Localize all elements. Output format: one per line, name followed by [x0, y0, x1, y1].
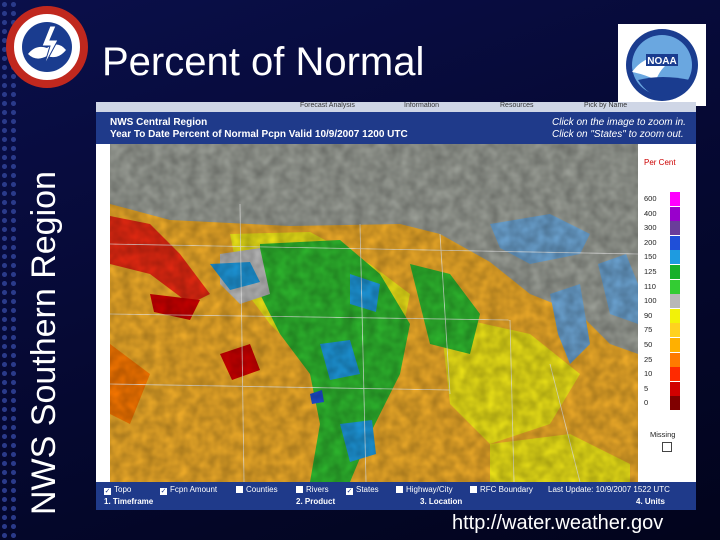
checkbox-rivers[interactable]: Rivers [296, 485, 329, 494]
step-timeframe[interactable]: 1. Timeframe [104, 497, 154, 506]
legend-label: 75 [644, 325, 653, 335]
legend-row: 110 [640, 279, 696, 294]
svg-text:NOAA: NOAA [647, 56, 676, 67]
noaa-logo: NOAA [618, 24, 706, 106]
legend-label: 100 [644, 296, 657, 306]
legend-title: Per Cent [644, 158, 676, 167]
legend-swatch [670, 250, 680, 265]
legend-swatch [670, 235, 680, 250]
legend-label: 5 [644, 383, 649, 393]
tab-information[interactable]: Information [404, 102, 440, 109]
tab-pick-by-name[interactable]: Pick by Name [584, 102, 628, 109]
tab-resources[interactable]: Resources [500, 102, 534, 109]
map-header: NWS Central Region Year To Date Percent … [96, 112, 696, 144]
checkbox-precip-amount[interactable]: ✓ Fcpn Amount [160, 485, 218, 495]
legend-row: 150 [640, 250, 696, 265]
tab-forecast-analysis[interactable]: Forecast Analysis [300, 102, 355, 109]
legend-label: 125 [644, 267, 657, 276]
legend-swatch [670, 265, 680, 279]
legend-row: 600 [640, 192, 696, 206]
legend-row: 75 [640, 323, 696, 338]
legend-label: 25 [644, 354, 653, 364]
region-side-label: NWS Southern Region [25, 171, 63, 515]
map-legend: Per Cent Missing 600 400 300 200 150 125 110 10… [640, 144, 696, 482]
legend-label: 10 [644, 369, 653, 379]
legend-swatch [670, 367, 680, 382]
check-icon: ✓ [104, 488, 111, 495]
step-product[interactable]: 2. Product [296, 497, 336, 506]
legend-swatch [670, 338, 680, 352]
legend-missing-label: Missing [650, 430, 676, 439]
legend-label: 200 [644, 237, 657, 247]
page-title: Percent of Normal [102, 40, 425, 84]
legend-label: 300 [644, 223, 657, 233]
legend-swatch [670, 308, 680, 323]
legend-row: 50 [640, 338, 696, 352]
legend-row: 10 [640, 367, 696, 382]
check-icon: ✓ [346, 488, 353, 495]
legend-row: 300 [640, 221, 696, 236]
header-region: NWS Central Region [110, 117, 208, 128]
checkbox-counties[interactable]: Counties [236, 485, 278, 494]
step-units[interactable]: 4. Units [636, 497, 665, 506]
legend-swatch [670, 206, 680, 221]
legend-swatch [670, 352, 680, 367]
checkbox-states[interactable]: ✓ States [346, 485, 379, 495]
decorative-dot-bar [0, 0, 18, 540]
legend-row: 90 [640, 308, 696, 323]
legend-swatch [670, 294, 680, 309]
zoom-out-hint: Click on "States" to zoom out. [552, 129, 684, 140]
legend-row: 125 [640, 265, 696, 279]
checkbox-highway-city[interactable]: Highway/City [396, 485, 453, 494]
legend-label: 90 [644, 310, 653, 320]
checkbox-rfc-boundary[interactable]: RFC Boundary [470, 485, 533, 494]
panel-tab-bar: Forecast Analysis Information Resources … [96, 102, 696, 112]
legend-label: 50 [644, 340, 653, 349]
legend-swatch [670, 323, 680, 338]
legend-row: 200 [640, 235, 696, 250]
legend-label: 0 [644, 398, 649, 408]
legend-swatch [670, 279, 680, 294]
legend-label: 400 [644, 208, 657, 218]
zoom-in-hint: Click on the image to zoom in. [552, 117, 686, 128]
legend-swatch [670, 192, 680, 206]
legend-row: 0 [640, 396, 696, 411]
footer-url[interactable]: http://water.weather.gov [452, 512, 664, 534]
nws-logo [6, 6, 88, 88]
legend-swatch [670, 396, 680, 411]
legend-swatch [670, 221, 680, 236]
legend-row: 100 [640, 294, 696, 309]
header-product: Year To Date Percent of Normal Pcpn Vali… [110, 129, 408, 140]
precipitation-map[interactable] [110, 144, 638, 482]
legend-label: 110 [644, 281, 656, 291]
legend-row: 400 [640, 206, 696, 221]
last-update: Last Update: 10/9/2007 1522 UTC [548, 485, 670, 494]
legend-row: 5 [640, 381, 696, 396]
legend-label: 600 [644, 194, 657, 203]
check-icon: ✓ [160, 488, 167, 495]
map-options-bar: ✓ Topo ✓ Fcpn Amount Counties Rivers ✓ Stat… [96, 482, 696, 510]
legend-missing-swatch [662, 442, 672, 452]
legend-swatch [670, 381, 680, 396]
map-panel: Forecast Analysis Information Resources … [96, 102, 696, 510]
step-location[interactable]: 3. Location [420, 497, 463, 506]
checkbox-topo[interactable]: ✓ Topo [104, 485, 132, 495]
legend-label: 150 [644, 252, 657, 262]
legend-row: 25 [640, 352, 696, 367]
